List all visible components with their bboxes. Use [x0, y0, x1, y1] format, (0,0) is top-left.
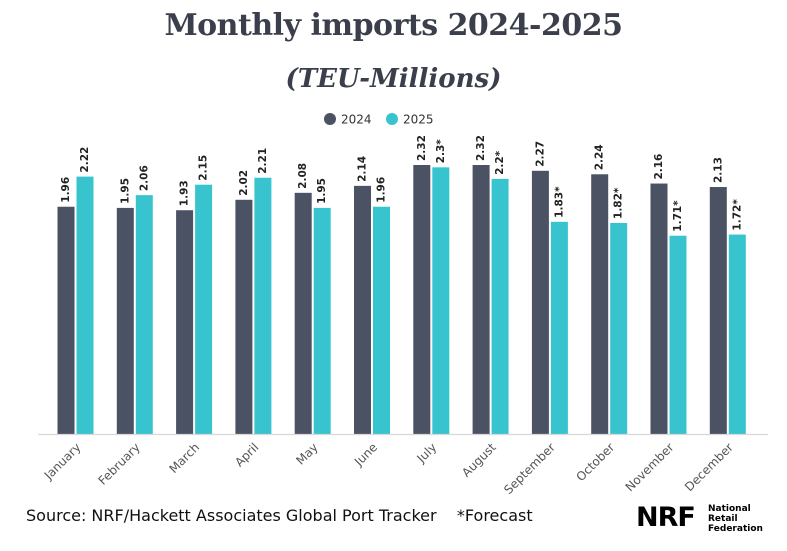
bar-2024-july	[413, 165, 431, 434]
data-label-2025-february: 2.06	[138, 165, 150, 191]
bar-2025-may	[313, 207, 331, 434]
bar-2025-october	[610, 222, 628, 434]
bar-2024-october	[591, 174, 609, 434]
x-tick-label-october: October	[573, 440, 617, 484]
bar-2024-february	[116, 207, 134, 434]
data-label-2025-june: 1.96	[376, 177, 388, 203]
legend-marker-2024	[324, 113, 336, 125]
data-label-2024-august: 2.32	[475, 135, 487, 161]
bar-2025-august	[491, 178, 509, 434]
bar-2025-july	[432, 167, 450, 434]
bar-2024-may	[294, 192, 312, 434]
data-label-2025-october: 1.82*	[613, 187, 625, 219]
data-label-2024-october: 2.24	[594, 144, 606, 170]
bar-2024-march	[176, 210, 194, 434]
bar-chart: 2024 2025 1.96 2.22 January 1.95 2.06 February 1…	[38, 113, 768, 497]
bar-2025-september	[550, 221, 568, 434]
data-label-2025-september: 1.83*	[553, 186, 565, 218]
data-label-2024-january: 1.96	[60, 177, 72, 203]
data-label-2025-january: 2.22	[79, 147, 91, 173]
legend-label-2024: 2024	[341, 113, 372, 127]
bar-2024-august	[472, 165, 490, 434]
data-label-2025-november: 1.71*	[672, 200, 684, 232]
bar-2024-september	[531, 170, 549, 434]
data-label-2025-august: 2.2*	[494, 150, 506, 175]
x-tick-label-june: June	[351, 440, 380, 469]
x-tick-label-november: November	[623, 440, 677, 494]
data-label-2024-february: 1.95	[119, 178, 131, 204]
x-tick-label-april: April	[232, 440, 261, 469]
bar-2025-june	[373, 206, 390, 434]
data-label-2024-november: 2.16	[653, 154, 665, 180]
data-label-2024-may: 2.08	[297, 163, 309, 189]
x-tick-label-march: March	[166, 440, 202, 476]
bar-2025-january	[76, 176, 94, 434]
bar-2024-december	[709, 187, 727, 434]
x-tick-label-january: January	[41, 440, 84, 483]
source-note: Source: NRF/Hackett Associates Global Po…	[26, 506, 533, 525]
logo-line-1: National	[708, 504, 751, 514]
data-label-2024-december: 2.13	[712, 157, 724, 183]
data-label-2025-april: 2.21	[257, 148, 269, 174]
x-tick-label-december: December	[682, 440, 736, 494]
x-tick-label-july: July	[414, 440, 440, 466]
logo-line-3: Federation	[708, 524, 763, 534]
x-tick-label-february: February	[95, 440, 143, 488]
x-tick-label-may: May	[293, 440, 320, 467]
legend-marker-2025	[386, 113, 398, 125]
bar-2024-june	[354, 185, 371, 434]
chart-title: Monthly imports 2024-2025	[164, 8, 623, 43]
nrf-logo: NRF National Retail Federation	[636, 498, 776, 538]
data-label-2024-september: 2.27	[534, 141, 546, 167]
bar-2024-november	[650, 183, 668, 434]
bar-2025-november	[669, 235, 687, 434]
bar-2025-april	[254, 177, 272, 434]
data-label-2025-may: 1.95	[316, 178, 328, 204]
chart-subtitle: (TEU-Millions)	[285, 64, 502, 94]
bar-2024-april	[235, 199, 253, 434]
data-label-2025-december: 1.72*	[731, 199, 743, 231]
data-label-2024-june: 2.14	[357, 156, 369, 182]
logo-line-2: Retail	[708, 514, 738, 524]
data-label-2024-april: 2.02	[238, 170, 250, 196]
bar-2025-march	[195, 184, 213, 434]
data-label-2024-march: 1.93	[179, 180, 191, 206]
bar-2025-february	[135, 195, 153, 434]
x-tick-label-september: September	[501, 440, 558, 497]
bar-2025-december	[728, 234, 746, 434]
x-tick-label-august: August	[459, 440, 499, 480]
logo-text: National Retail Federation	[708, 504, 763, 534]
data-label-2025-july: 2.3*	[435, 139, 447, 164]
data-label-2024-july: 2.32	[416, 135, 428, 161]
data-label-2025-march: 2.15	[198, 155, 210, 181]
logo-mark: NRF	[636, 502, 696, 533]
legend-label-2025: 2025	[403, 113, 434, 127]
bar-2024-january	[57, 206, 75, 434]
